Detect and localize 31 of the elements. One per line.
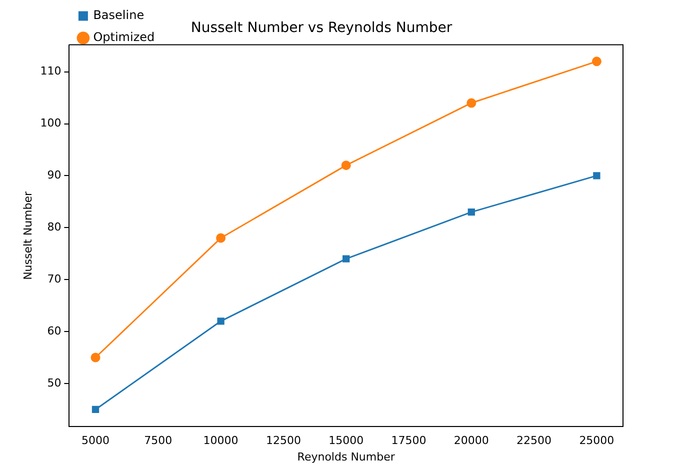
x-tick-label: 12500 — [266, 434, 301, 448]
y-tick-label: 100 — [40, 116, 62, 130]
legend-label: Baseline — [93, 8, 144, 22]
chart-title: Nusselt Number vs Reynolds Number — [190, 20, 452, 36]
y-tick-label: 60 — [47, 324, 62, 338]
legend-label: Optimized — [93, 30, 155, 44]
point — [341, 160, 351, 170]
x-tick-label: 15000 — [328, 434, 364, 448]
y-tick-label: 50 — [47, 376, 62, 390]
x-tick-label: 10000 — [203, 434, 238, 448]
y-tick-label: 80 — [47, 220, 62, 234]
y-axis-title: Nusselt Number — [21, 190, 34, 280]
point — [466, 98, 476, 108]
point — [90, 352, 100, 362]
x-tick-label: 17500 — [391, 434, 426, 448]
point — [217, 318, 224, 325]
y-tick-label: 70 — [47, 272, 62, 286]
point — [92, 406, 100, 414]
point — [342, 255, 350, 262]
x-tick-label: 25000 — [579, 434, 614, 448]
x-tick-label: 20000 — [454, 434, 489, 448]
y-tick-label: 110 — [40, 64, 62, 78]
point — [468, 208, 475, 216]
x-axis-title: Reynolds Number — [297, 450, 396, 464]
y-tick-label: 90 — [47, 168, 62, 182]
point — [592, 56, 602, 66]
point — [216, 233, 226, 243]
x-tick-label: 7500 — [144, 434, 172, 448]
point — [593, 172, 600, 180]
x-tick-label: 5000 — [82, 434, 110, 448]
x-tick-label: 22500 — [516, 434, 552, 448]
